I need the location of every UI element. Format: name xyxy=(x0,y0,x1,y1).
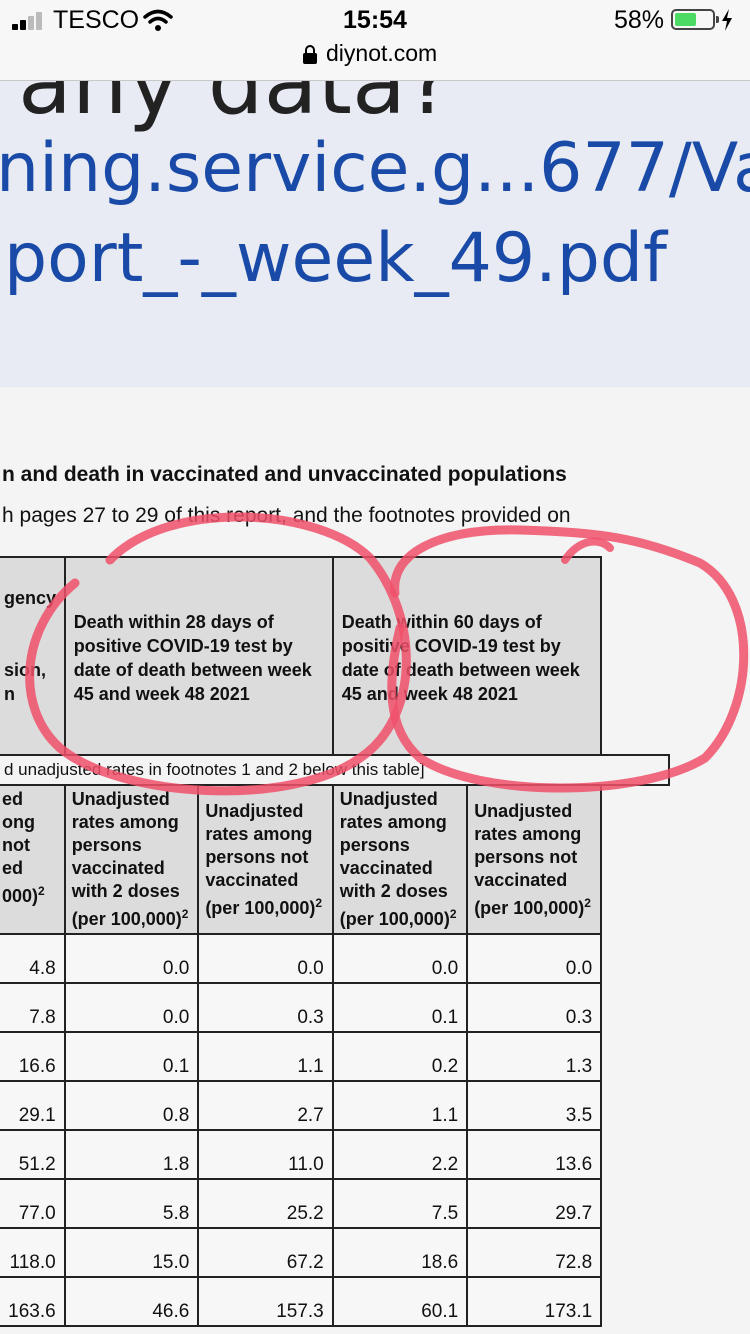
table-cell: 173.1 xyxy=(466,1276,603,1327)
table-cell: 1.8 xyxy=(63,1129,200,1180)
table-cell: 3.5 xyxy=(466,1080,603,1131)
table-row: 4.8 0.0 0.0 0.0 0.0 xyxy=(0,933,669,984)
table-cell: 0.0 xyxy=(331,933,469,984)
group-header-28-days: Death within 28 days of positive COVID-1… xyxy=(63,556,334,756)
table-cell: 18.6 xyxy=(331,1227,469,1278)
table-row: 118.0 15.0 67.2 18.6 72.8 xyxy=(0,1227,669,1278)
table-cell: 7.5 xyxy=(331,1178,469,1229)
clock: 15:54 xyxy=(343,6,407,34)
table-cell: 29.1 xyxy=(0,1080,66,1131)
table-row: 77.0 5.8 25.2 7.5 29.7 xyxy=(0,1178,669,1229)
table-cell: 13.6 xyxy=(466,1129,603,1180)
table-cell: 77.0 xyxy=(0,1178,66,1229)
table-cell: 7.8 xyxy=(0,982,66,1033)
table-cell: 0.3 xyxy=(466,982,603,1033)
table-cell: 1.1 xyxy=(197,1031,334,1082)
table-cell: 16.6 xyxy=(0,1031,66,1082)
table-cell: 163.6 xyxy=(0,1276,66,1327)
carrier-name: TESCO xyxy=(53,6,140,34)
address-bar-domain[interactable]: diynot.com xyxy=(326,40,438,66)
table-cell: 29.7 xyxy=(466,1178,603,1229)
table-cell: 2.7 xyxy=(197,1080,334,1131)
report-image: n and death in vaccinated and unvaccinat… xyxy=(0,388,750,1334)
table-cell: 60.1 xyxy=(331,1276,469,1327)
sub-header-vaccinated-28: Unadjusted rates among persons vaccinate… xyxy=(63,784,200,935)
table-row: 16.6 0.1 1.1 0.2 1.3 xyxy=(0,1031,669,1082)
table-cell: 72.8 xyxy=(466,1227,603,1278)
pdf-link-line-1[interactable]: ning.service.g...677/Va xyxy=(0,129,750,208)
table-row: 7.8 0.0 0.3 0.1 0.3 xyxy=(0,982,669,1033)
table-cell: 0.3 xyxy=(197,982,334,1033)
table-cell: 0.0 xyxy=(63,982,200,1033)
table-row: 51.2 1.8 11.0 2.2 13.6 xyxy=(0,1129,669,1180)
status-bar: TESCO 15:54 diynot.com 58% xyxy=(0,0,750,81)
table-cell: 11.0 xyxy=(197,1129,334,1180)
table-cell: 2.2 xyxy=(331,1129,469,1180)
rates-table: gency sion, n Death within 28 days of po… xyxy=(0,556,670,1327)
table-cell: 0.1 xyxy=(331,982,469,1033)
report-subline: h pages 27 to 29 of this report, and the… xyxy=(2,504,571,527)
table-cell: 25.2 xyxy=(197,1178,334,1229)
lock-icon xyxy=(303,45,317,64)
table-cell: 46.6 xyxy=(63,1276,200,1327)
table-cell: 118.0 xyxy=(0,1227,66,1278)
footnote-reference-row: d unadjusted rates in footnotes 1 and 2 … xyxy=(0,754,670,786)
table-cell: 0.0 xyxy=(197,933,334,984)
sub-header-unvaccinated-28: Unadjusted rates among persons not vacci… xyxy=(197,784,334,935)
table-cell: 15.0 xyxy=(63,1227,200,1278)
sub-header-vaccinated-60: Unadjusted rates among persons vaccinate… xyxy=(331,784,469,935)
table-cell: 157.3 xyxy=(197,1276,334,1327)
table-cell: 0.0 xyxy=(466,933,603,984)
table-cell: 1.3 xyxy=(466,1031,603,1082)
sub-header-first: ed ong not ed 000)2 xyxy=(0,784,66,935)
cellular-signal-icon xyxy=(12,12,48,30)
table-cell: 4.8 xyxy=(0,933,66,984)
forum-quote: any data? ning.service.g...677/Va port_-… xyxy=(0,81,750,387)
table-cell: 67.2 xyxy=(197,1227,334,1278)
pdf-link-line-2[interactable]: port_-_week_49.pdf xyxy=(4,219,667,298)
table-cell: 1.1 xyxy=(331,1080,469,1131)
battery-percentage: 58% xyxy=(614,6,665,34)
sub-header-unvaccinated-60: Unadjusted rates among persons not vacci… xyxy=(466,784,603,935)
wifi-icon xyxy=(143,9,173,31)
table-cell: 0.2 xyxy=(331,1031,469,1082)
table-cell: 0.8 xyxy=(63,1080,200,1131)
table-cell: 0.1 xyxy=(63,1031,200,1082)
group-header-60-days: Death within 60 days of positive COVID-1… xyxy=(331,556,603,756)
table-cell: 0.0 xyxy=(63,933,200,984)
table-cell: 51.2 xyxy=(0,1129,66,1180)
table-cell: 5.8 xyxy=(63,1178,200,1229)
table-row: 163.6 46.6 157.3 60.1 173.1 xyxy=(0,1276,669,1327)
charging-bolt-icon xyxy=(722,9,732,31)
table-row: 29.1 0.8 2.7 1.1 3.5 xyxy=(0,1080,669,1131)
quote-text: any data? xyxy=(18,81,453,134)
battery-icon xyxy=(671,9,719,30)
first-group-header: gency sion, n xyxy=(0,556,66,756)
report-heading: n and death in vaccinated and unvaccinat… xyxy=(2,463,567,486)
